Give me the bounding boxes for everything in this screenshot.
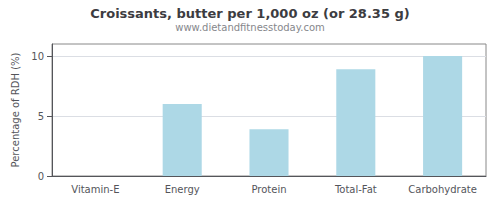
svg-text:0: 0 (38, 171, 44, 182)
svg-text:5: 5 (38, 111, 44, 122)
svg-text:Percentage of RDH (%): Percentage of RDH (%) (10, 52, 21, 167)
svg-text:Protein: Protein (251, 184, 286, 195)
svg-text:Croissants, butter per 1,000 o: Croissants, butter per 1,000 oz (or 28.3… (90, 6, 409, 21)
svg-text:Vitamin-E: Vitamin-E (71, 184, 119, 195)
svg-text:Total-Fat: Total-Fat (334, 184, 377, 195)
svg-text:10: 10 (31, 51, 44, 62)
svg-text:Carbohydrate: Carbohydrate (408, 184, 477, 195)
svg-text:www.dietandfitnesstoday.com: www.dietandfitnesstoday.com (175, 22, 324, 33)
svg-text:Energy: Energy (165, 184, 200, 195)
